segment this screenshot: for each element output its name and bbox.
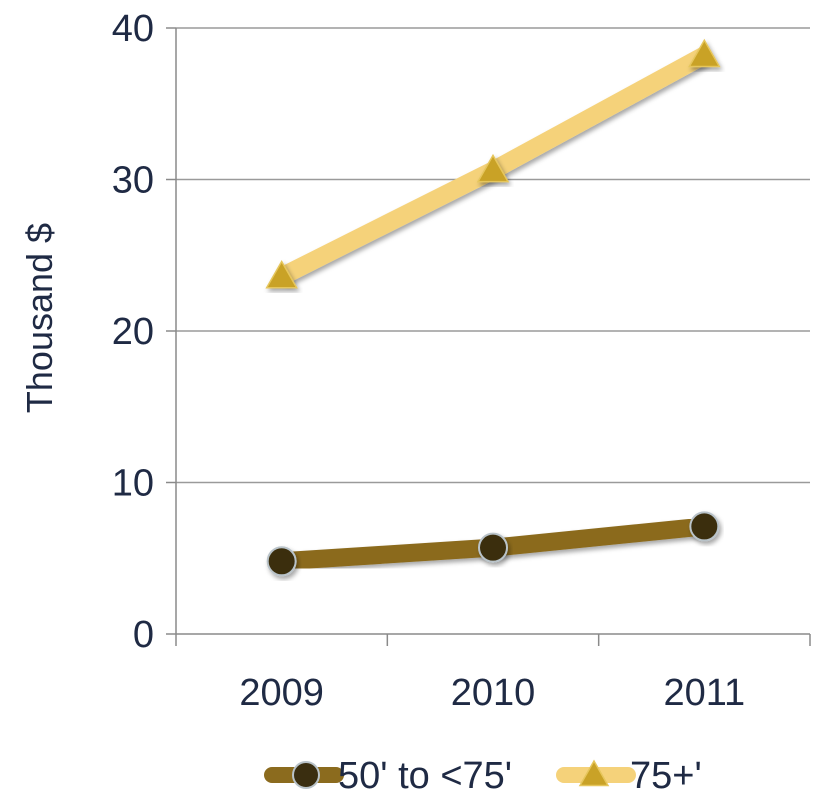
data-point: [688, 38, 721, 68]
x-tick-label: 2011: [663, 672, 745, 714]
data-point: [265, 259, 298, 289]
legend-marker: [292, 761, 320, 789]
gridlines: [176, 27, 810, 484]
y-tick-labels: 0 10 20 30 40: [112, 8, 154, 656]
data-point: [266, 546, 297, 577]
x-tick-label: 2010: [451, 672, 536, 714]
legend: 50' to <75' 75+': [264, 755, 702, 797]
legend-item-1: 50' to <75': [264, 755, 512, 797]
series-layer: [265, 38, 721, 577]
y-tick-label: 20: [112, 311, 154, 353]
y-tick-label: 10: [112, 463, 154, 505]
axes: [166, 27, 811, 646]
y-tick-label: 0: [133, 614, 154, 656]
y-axis-title: Thousand $: [19, 223, 60, 413]
data-point: [689, 511, 720, 542]
y-tick-label: 30: [112, 160, 154, 202]
data-point: [476, 153, 510, 183]
series-1: [266, 511, 720, 577]
series-2: [265, 38, 721, 289]
legend-label: 75+': [630, 755, 702, 797]
x-tick-label: 2009: [239, 672, 324, 714]
legend-item-2: 75+': [556, 755, 702, 797]
legend-label: 50' to <75': [338, 755, 512, 797]
x-tick-labels: 2009 2010 2011: [239, 672, 745, 714]
data-point: [478, 532, 508, 563]
y-tick-label: 40: [112, 8, 154, 50]
legend-marker: [578, 759, 610, 787]
